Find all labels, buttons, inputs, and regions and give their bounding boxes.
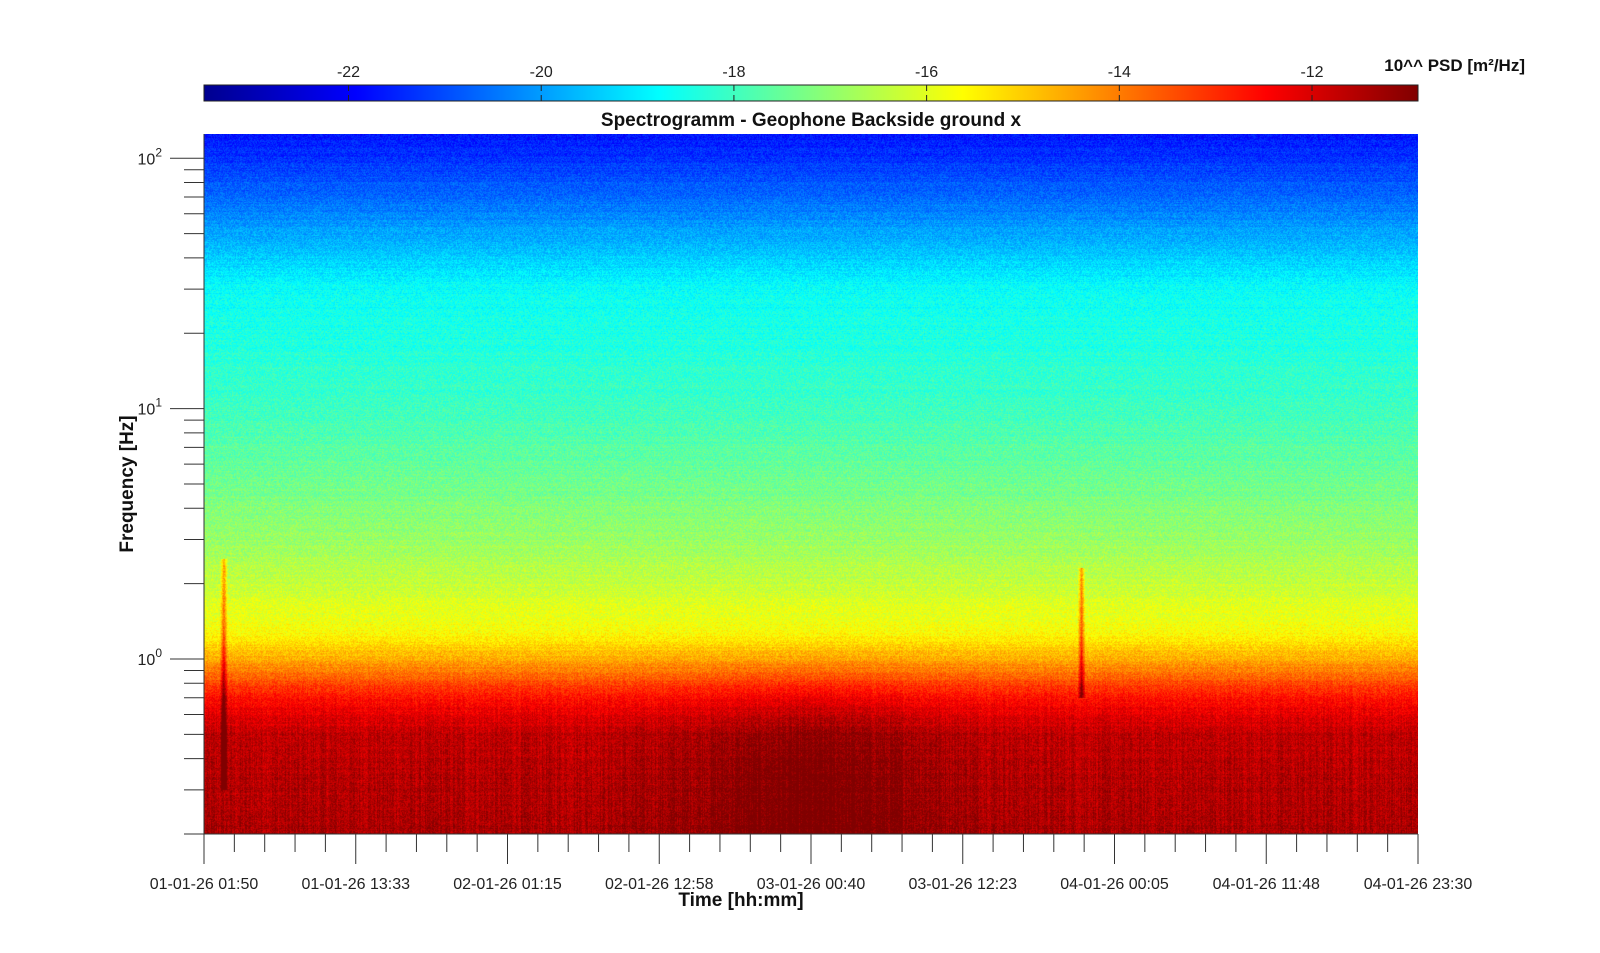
colorbar-ticks: -22 -20 -18 -16 -14 -12 [337,64,1324,101]
heatmap-image [204,134,1418,834]
y-axis: 100 101 102 [138,134,205,835]
x-tick-label: 04-01-26 23:30 [1364,876,1473,893]
x-axis: 01-01-26 01:50 01-01-26 13:33 02-01-26 01:… [150,833,1473,893]
colorbar-label: 10^^ PSD [m²/Hz] [1384,56,1525,75]
x-tick-label: 04-01-26 11:48 [1213,876,1320,893]
colorbar-tick-label: -22 [337,64,360,81]
spectrogram-heatmap [204,134,1418,834]
colorbar-tick-label: -18 [722,64,745,81]
colorbar [203,84,1419,102]
y-tick-label: 102 [138,145,163,168]
x-tick-label: 01-01-26 01:50 [150,876,259,893]
x-tick-label: 02-01-26 01:15 [453,876,562,893]
x-axis-title: Time [hh:mm] [678,890,803,911]
x-tick-label: 04-01-26 00:05 [1060,876,1169,893]
chart-title: Spectrogramm - Geophone Backside ground … [601,110,1022,131]
colorbar-tick-label: -12 [1300,64,1323,81]
colorbar-tick-label: -14 [1108,64,1131,81]
y-axis-title: Frequency [Hz] [117,415,138,552]
x-tick-label: 01-01-26 13:33 [301,876,410,893]
x-tick-label: 02-01-26 12:58 [605,876,714,893]
x-tick-label: 03-01-26 00:40 [757,876,866,893]
plot-area [204,134,1418,834]
y-tick-label: 101 [138,396,163,419]
colorbar-tick-label: -16 [915,64,938,81]
y-tick-label: 100 [138,646,163,669]
colorbar-tick-label: -20 [530,64,553,81]
x-tick-label: 03-01-26 12:23 [908,876,1017,893]
